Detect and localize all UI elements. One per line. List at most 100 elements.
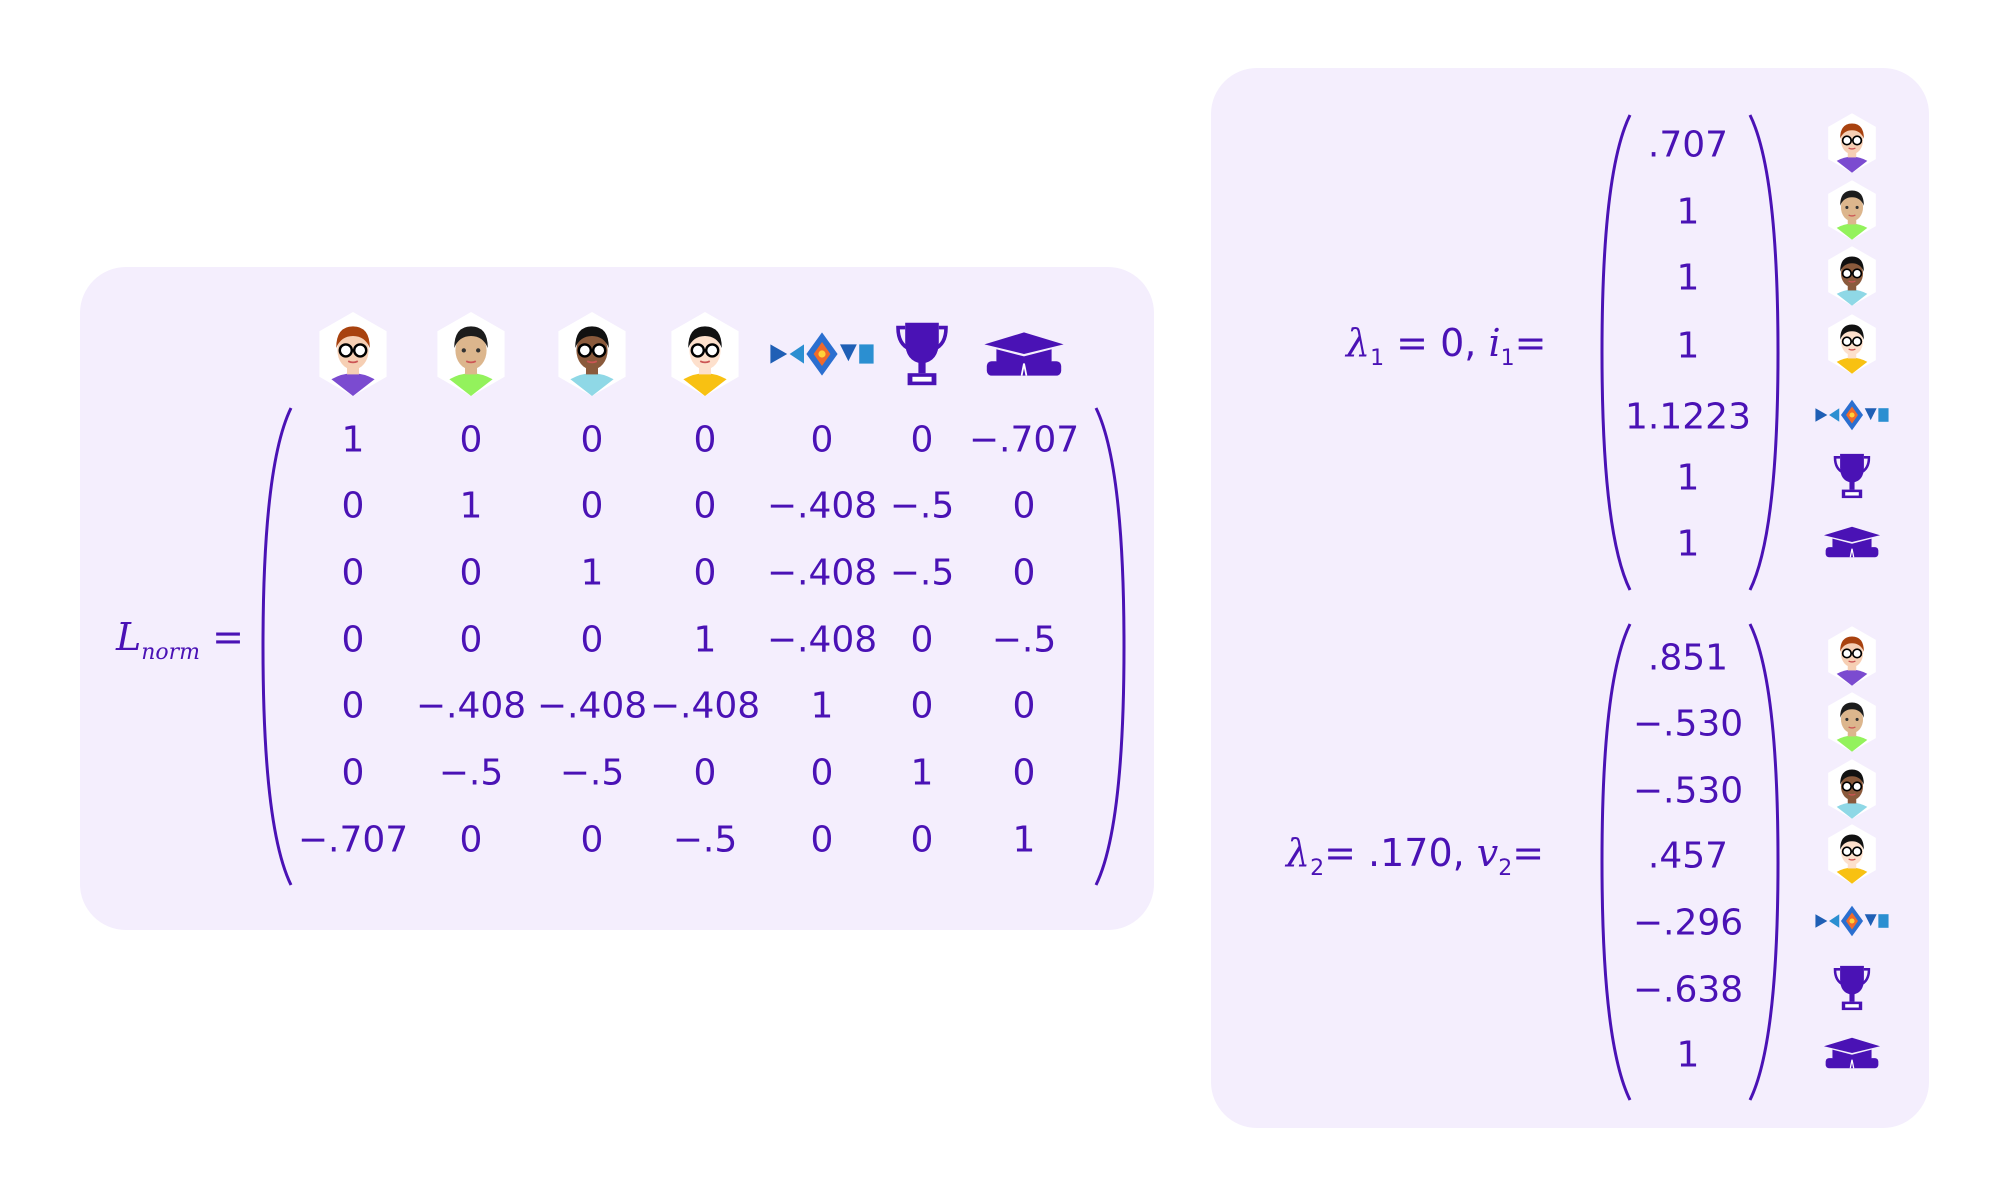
vector-subscript: 1: [1500, 345, 1515, 371]
row-label-graduation-cap-icon: [1822, 1036, 1882, 1074]
row-label-person-woman-curly-hair-icon: [1827, 759, 1878, 823]
matrix-left-paren: [261, 407, 293, 886]
vector-entry: 1: [1676, 523, 1700, 565]
matrix-cell: −.408: [766, 619, 878, 661]
vector-entry: 1.1223: [1625, 396, 1751, 438]
matrix-cell: 0: [693, 485, 717, 527]
column-header-person-woman-bun-icon: [669, 312, 741, 400]
matrix-cell: 1: [810, 685, 834, 727]
row-label-person-man-mustache-icon: [1827, 180, 1878, 244]
matrix-cell: 0: [810, 819, 834, 861]
matrix-cell: 0: [341, 752, 365, 794]
matrix-cell: 0: [580, 485, 604, 527]
matrix-cell: −.5: [559, 752, 625, 794]
matrix-cell: −.707: [968, 419, 1080, 461]
column-header-trophy-icon: [896, 320, 949, 391]
matrix-cell: 0: [693, 752, 717, 794]
equals-sign: =: [1514, 321, 1547, 366]
row-label-kdd-logo-icon: [1814, 398, 1891, 436]
matrix-right-paren: [1094, 407, 1126, 886]
matrix-label: Lnorm =: [116, 615, 244, 665]
lambda-subscript: 2: [1310, 855, 1325, 881]
matrix-cell: 1: [580, 552, 604, 594]
matrix-cell: −.5: [991, 619, 1057, 661]
column-header-graduation-cap-icon: [982, 330, 1066, 382]
lambda-symbol: λ: [1346, 321, 1371, 366]
matrix-cell: 0: [341, 485, 365, 527]
matrix-cell: 0: [341, 552, 365, 594]
eigen-1-label: λ1 = 0, i1=: [1346, 321, 1546, 371]
vector-entry: 1: [1676, 325, 1700, 367]
row-label-person-man-mustache-icon: [1827, 692, 1878, 756]
row-label-kdd-logo-icon: [1814, 904, 1891, 942]
matrix-cell: 1: [459, 485, 483, 527]
eigenvalue: = .170,: [1324, 831, 1477, 876]
matrix-cell: 0: [580, 419, 604, 461]
matrix-cell: 0: [459, 619, 483, 661]
vector-entry: −.530: [1632, 770, 1744, 812]
matrix-cell: 0: [580, 819, 604, 861]
row-label-person-woman-bun-icon: [1827, 824, 1878, 888]
vector-entry: 1: [1676, 1034, 1700, 1076]
matrix-cell: 0: [910, 419, 934, 461]
matrix-cell: −.408: [766, 552, 878, 594]
matrix-cell: 1: [341, 419, 365, 461]
matrix-cell: 0: [459, 552, 483, 594]
vector-1-left-paren: [1600, 114, 1632, 591]
eigenvectors-panel: [1211, 68, 1929, 1128]
matrix-cell: 0: [910, 685, 934, 727]
matrix-cell: 1: [910, 752, 934, 794]
column-header-person-woman-curly-hair-icon: [556, 312, 628, 400]
matrix-cell: 0: [459, 419, 483, 461]
vector-entry: 1: [1676, 457, 1700, 499]
row-label-person-woman-bun-icon: [1827, 314, 1878, 378]
vector-entry: −.296: [1632, 902, 1744, 944]
matrix-cell: −.5: [672, 819, 738, 861]
vector-2-left-paren: [1600, 623, 1632, 1101]
matrix-cell: 0: [1012, 485, 1036, 527]
vector-entry: 1: [1676, 257, 1700, 299]
vector-entry: 1: [1676, 191, 1700, 233]
matrix-cell: 0: [341, 619, 365, 661]
matrix-subscript: norm: [141, 639, 201, 665]
row-label-graduation-cap-icon: [1822, 525, 1882, 563]
equals-sign: =: [212, 615, 244, 660]
matrix-cell: −.408: [536, 685, 648, 727]
matrix-cell: 1: [1012, 819, 1036, 861]
matrix-symbol: L: [116, 615, 142, 660]
lambda-subscript: 1: [1370, 345, 1385, 371]
matrix-cell: 1: [693, 619, 717, 661]
vector-subscript: 2: [1498, 855, 1513, 881]
eigenvalue: = 0,: [1384, 321, 1489, 366]
vector-1-right-paren: [1748, 114, 1780, 591]
matrix-cell: 0: [810, 752, 834, 794]
matrix-cell: 0: [910, 619, 934, 661]
vector-symbol: v: [1476, 831, 1499, 876]
matrix-cell: 0: [693, 419, 717, 461]
vector-entry: .707: [1647, 124, 1729, 166]
row-label-person-woman-red-hair-icon: [1827, 113, 1878, 177]
eigen-2-label: λ2= .170, v2=: [1286, 831, 1544, 881]
matrix-cell: −.5: [438, 752, 504, 794]
vector-symbol: i: [1488, 321, 1501, 366]
vector-entry: .851: [1647, 637, 1729, 679]
matrix-cell: 0: [1012, 752, 1036, 794]
matrix-cell: 0: [810, 419, 834, 461]
matrix-cell: −.5: [889, 552, 955, 594]
matrix-cell: −.707: [297, 819, 409, 861]
row-label-trophy-icon: [1833, 964, 1871, 1016]
column-header-kdd-logo-icon: [768, 330, 876, 382]
column-header-person-woman-red-hair-icon: [317, 312, 389, 400]
matrix-cell: −.408: [415, 685, 527, 727]
vector-entry: −.530: [1632, 703, 1744, 745]
matrix-cell: 0: [1012, 552, 1036, 594]
row-label-trophy-icon: [1833, 452, 1871, 504]
matrix-cell: 0: [341, 685, 365, 727]
matrix-cell: −.408: [649, 685, 761, 727]
row-label-person-woman-curly-hair-icon: [1827, 246, 1878, 310]
vector-2-right-paren: [1748, 623, 1780, 1101]
column-header-person-man-mustache-icon: [435, 312, 507, 400]
vector-entry: −.638: [1632, 969, 1744, 1011]
matrix-cell: −.408: [766, 485, 878, 527]
matrix-cell: 0: [693, 552, 717, 594]
